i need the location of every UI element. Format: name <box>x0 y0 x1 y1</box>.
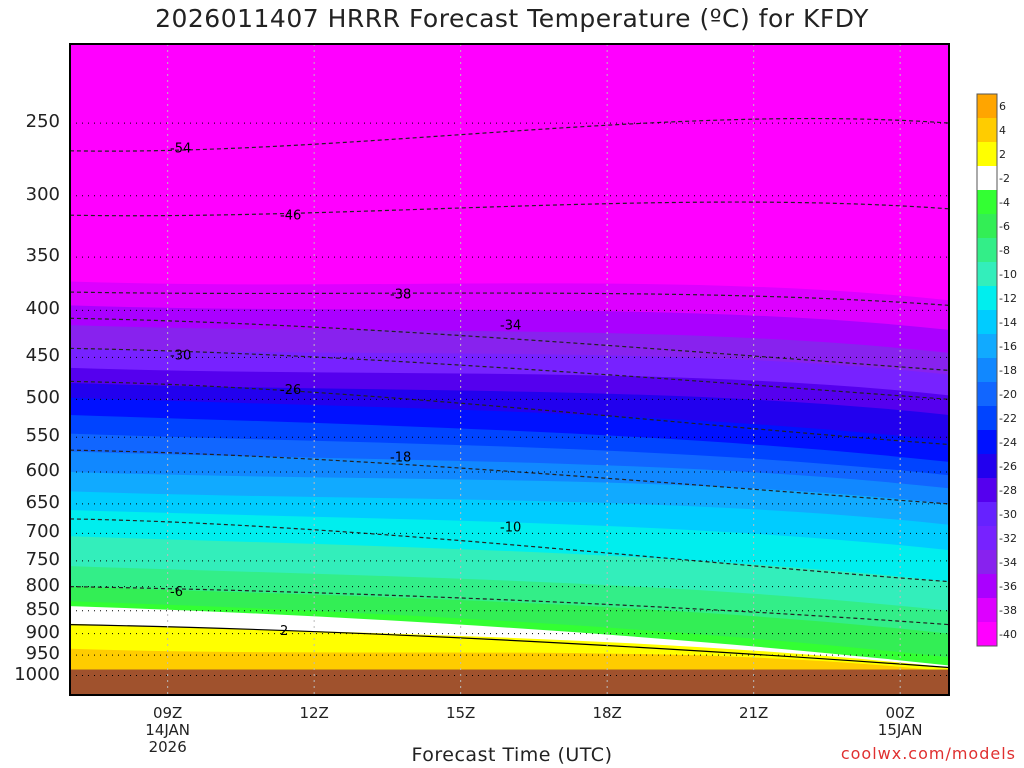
contour-line <box>70 380 949 446</box>
contour-label: -18 <box>390 451 411 466</box>
credit-text: coolwx.com/models <box>840 744 1016 763</box>
colorbar-swatch <box>977 238 997 262</box>
contour-label: -10 <box>500 520 521 535</box>
contour-line <box>70 586 949 626</box>
colorbar-label: -16 <box>999 340 1017 353</box>
y-tick-label: 300 <box>25 183 60 205</box>
y-tick-label: 800 <box>25 574 60 596</box>
x-tick-label: 09Z 14JAN 2026 <box>145 704 191 756</box>
chart-title: 2026011407 HRRR Forecast Temperature (ºC… <box>155 4 869 33</box>
colorbar-label: -40 <box>999 628 1017 641</box>
colorbar-label: -8 <box>999 244 1010 257</box>
colorbar-swatch <box>977 454 997 478</box>
contour-label: -54 <box>170 141 191 156</box>
colorbar: 6 4 2 -2 -4 -6 -8 -10 -12 -14 -16 -18 -20 -22 -24 -26 -2… <box>976 93 1017 647</box>
y-tick-label: 500 <box>25 387 60 409</box>
colorbar-swatch <box>977 142 997 166</box>
colorbar-label: 6 <box>999 100 1006 113</box>
colorbar-label: -14 <box>999 316 1017 329</box>
x-tick-label: 15Z <box>445 704 476 722</box>
colorbar-swatch <box>977 94 997 118</box>
contour-label: 2 <box>280 624 288 639</box>
plot-frame <box>69 43 950 696</box>
contour-label: -30 <box>170 348 191 363</box>
y-tick-label: 850 <box>25 598 60 620</box>
temperature-fill <box>70 44 949 695</box>
colorbar-swatch <box>977 526 997 550</box>
ground-surface <box>70 669 949 695</box>
y-tick-label: 650 <box>25 491 60 513</box>
contour-label: -38 <box>390 288 411 303</box>
colorbar-label: -22 <box>999 412 1017 425</box>
y-tick-label: 900 <box>25 621 60 643</box>
colorbar-swatch <box>977 262 997 286</box>
colorbar-label: -32 <box>999 532 1017 545</box>
colorbar-label: 4 <box>999 124 1006 137</box>
contour-label: -6 <box>170 585 183 600</box>
colorbar-swatch <box>977 430 997 454</box>
colorbar-label: -2 <box>999 172 1010 185</box>
contour-label: -26 <box>280 383 301 398</box>
colorbar-swatch <box>977 502 997 526</box>
colorbar-label: 2 <box>999 148 1006 161</box>
y-tick-label: 600 <box>25 459 60 481</box>
colorbar-label: -28 <box>999 484 1017 497</box>
colorbar-label: -36 <box>999 580 1017 593</box>
contour-label: -46 <box>280 208 301 223</box>
colorbar-label: -38 <box>999 604 1017 617</box>
colorbar-swatch <box>977 550 997 574</box>
y-tick-label: 750 <box>25 548 60 570</box>
colorbar-swatch <box>977 310 997 334</box>
colorbar-label: -20 <box>999 388 1017 401</box>
colorbar-swatch <box>977 214 997 238</box>
colorbar-swatch <box>977 406 997 430</box>
colorbar-label: -10 <box>999 268 1017 281</box>
colorbar-swatch <box>977 622 997 646</box>
colorbar-label: -30 <box>999 508 1017 521</box>
colorbar-swatch <box>977 118 997 142</box>
colorbar-swatch <box>977 358 997 382</box>
y-tick-label: 550 <box>25 425 60 447</box>
x-tick-label: 12Z <box>299 704 329 722</box>
colorbar-swatch <box>977 382 997 406</box>
y-tick-label: 350 <box>25 245 60 267</box>
y-tick-label: 700 <box>25 521 60 543</box>
colorbar-label: -34 <box>999 556 1017 569</box>
colorbar-label: -4 <box>999 196 1010 209</box>
colorbar-swatch <box>977 334 997 358</box>
colorbar-label: -26 <box>999 460 1017 473</box>
colorbar-label: -12 <box>999 292 1017 305</box>
y-tick-label: 450 <box>25 345 60 367</box>
colorbar-swatch <box>977 190 997 214</box>
x-tick-label: 18Z <box>592 704 622 722</box>
y-tick-label: 400 <box>25 298 60 320</box>
contour-line <box>70 347 949 400</box>
colorbar-swatch <box>977 574 997 598</box>
contour-line <box>70 624 949 669</box>
colorbar-label: -18 <box>999 364 1017 377</box>
x-tick-label: 21Z <box>738 704 769 722</box>
x-tick-label: 00Z 15JAN <box>877 704 923 739</box>
x-axis-label: Forecast Time (UTC) <box>411 744 613 766</box>
colorbar-label: -24 <box>999 436 1017 449</box>
colorbar-label: -6 <box>999 220 1010 233</box>
contour-lines: -54 -46 -38 -34 -30 -26 -18 -10 -6 2 <box>70 117 949 669</box>
contour-line <box>70 317 949 371</box>
contour-label: -34 <box>500 319 521 334</box>
contour-line <box>70 449 949 505</box>
grid-lines <box>70 44 949 695</box>
contour-line <box>70 518 949 583</box>
colorbar-swatch <box>977 598 997 622</box>
colorbar-swatch <box>977 286 997 310</box>
colorbar-swatch <box>977 478 997 502</box>
y-tick-label: 250 <box>25 111 60 133</box>
y-tick-label: 950 <box>25 643 60 665</box>
contour-line <box>70 117 949 152</box>
colorbar-swatch <box>977 166 997 190</box>
y-tick-label: 1000 <box>14 663 60 685</box>
